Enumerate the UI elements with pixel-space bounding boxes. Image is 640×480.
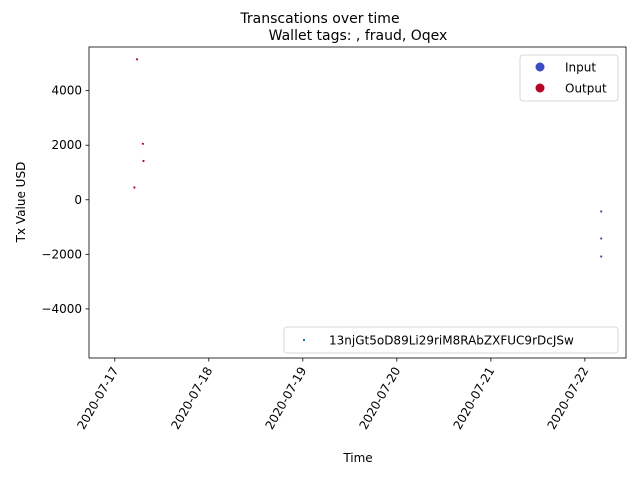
data-point-output-3: [142, 159, 145, 163]
plot-frame: [88, 46, 627, 359]
data-point-output-2: [141, 142, 144, 145]
legend-direction-box: [519, 54, 619, 102]
y-tick-label: 4000: [51, 84, 82, 98]
legend-wallet-box: [283, 326, 619, 354]
legend-wallet: 13njGt5oD89Li29riM8RAbZXFUC9rDcJSw: [283, 326, 619, 354]
chart-subtitle: Wallet tags: , fraud, Oqex: [269, 28, 448, 44]
legend-wallet-marker: [303, 339, 305, 341]
x-tick-label: 2020-07-17: [74, 365, 121, 432]
legend-output-marker: [535, 83, 545, 93]
legend-input-marker: [535, 62, 545, 72]
legend-wallet-label: 13njGt5oD89Li29riM8RAbZXFUC9rDcJSw: [329, 334, 574, 348]
legend-direction: Input Output: [519, 54, 619, 102]
y-tick-label: −2000: [41, 247, 82, 261]
data-point-output-1: [135, 58, 139, 61]
legend-output-label: Output: [565, 82, 607, 96]
x-axis-label: Time: [342, 451, 372, 465]
x-axis: 2020-07-17 2020-07-18 2020-07-19 2020-07-20…: [74, 358, 591, 432]
data-point-output-0: [133, 186, 136, 189]
y-tick-label: 0: [74, 193, 82, 207]
x-tick-label: 2020-07-19: [262, 365, 309, 432]
y-tick-label: −4000: [41, 302, 82, 316]
chart-title: Transcations over time: [239, 11, 399, 27]
data-points: [133, 58, 603, 258]
data-point-input-0: [600, 210, 603, 213]
data-point-input-2: [600, 255, 603, 258]
legend-input-label: Input: [565, 61, 596, 75]
x-tick-label: 2020-07-18: [168, 365, 215, 432]
y-axis-label: Tx Value USD: [14, 162, 28, 244]
x-tick-label: 2020-07-20: [356, 365, 403, 432]
y-tick-label: 2000: [51, 138, 82, 152]
x-tick-label: 2020-07-21: [450, 365, 497, 432]
data-point-input-1: [600, 237, 603, 240]
x-tick-label: 2020-07-22: [544, 365, 591, 432]
y-axis: −4000 −2000 0 2000 4000: [41, 84, 89, 316]
